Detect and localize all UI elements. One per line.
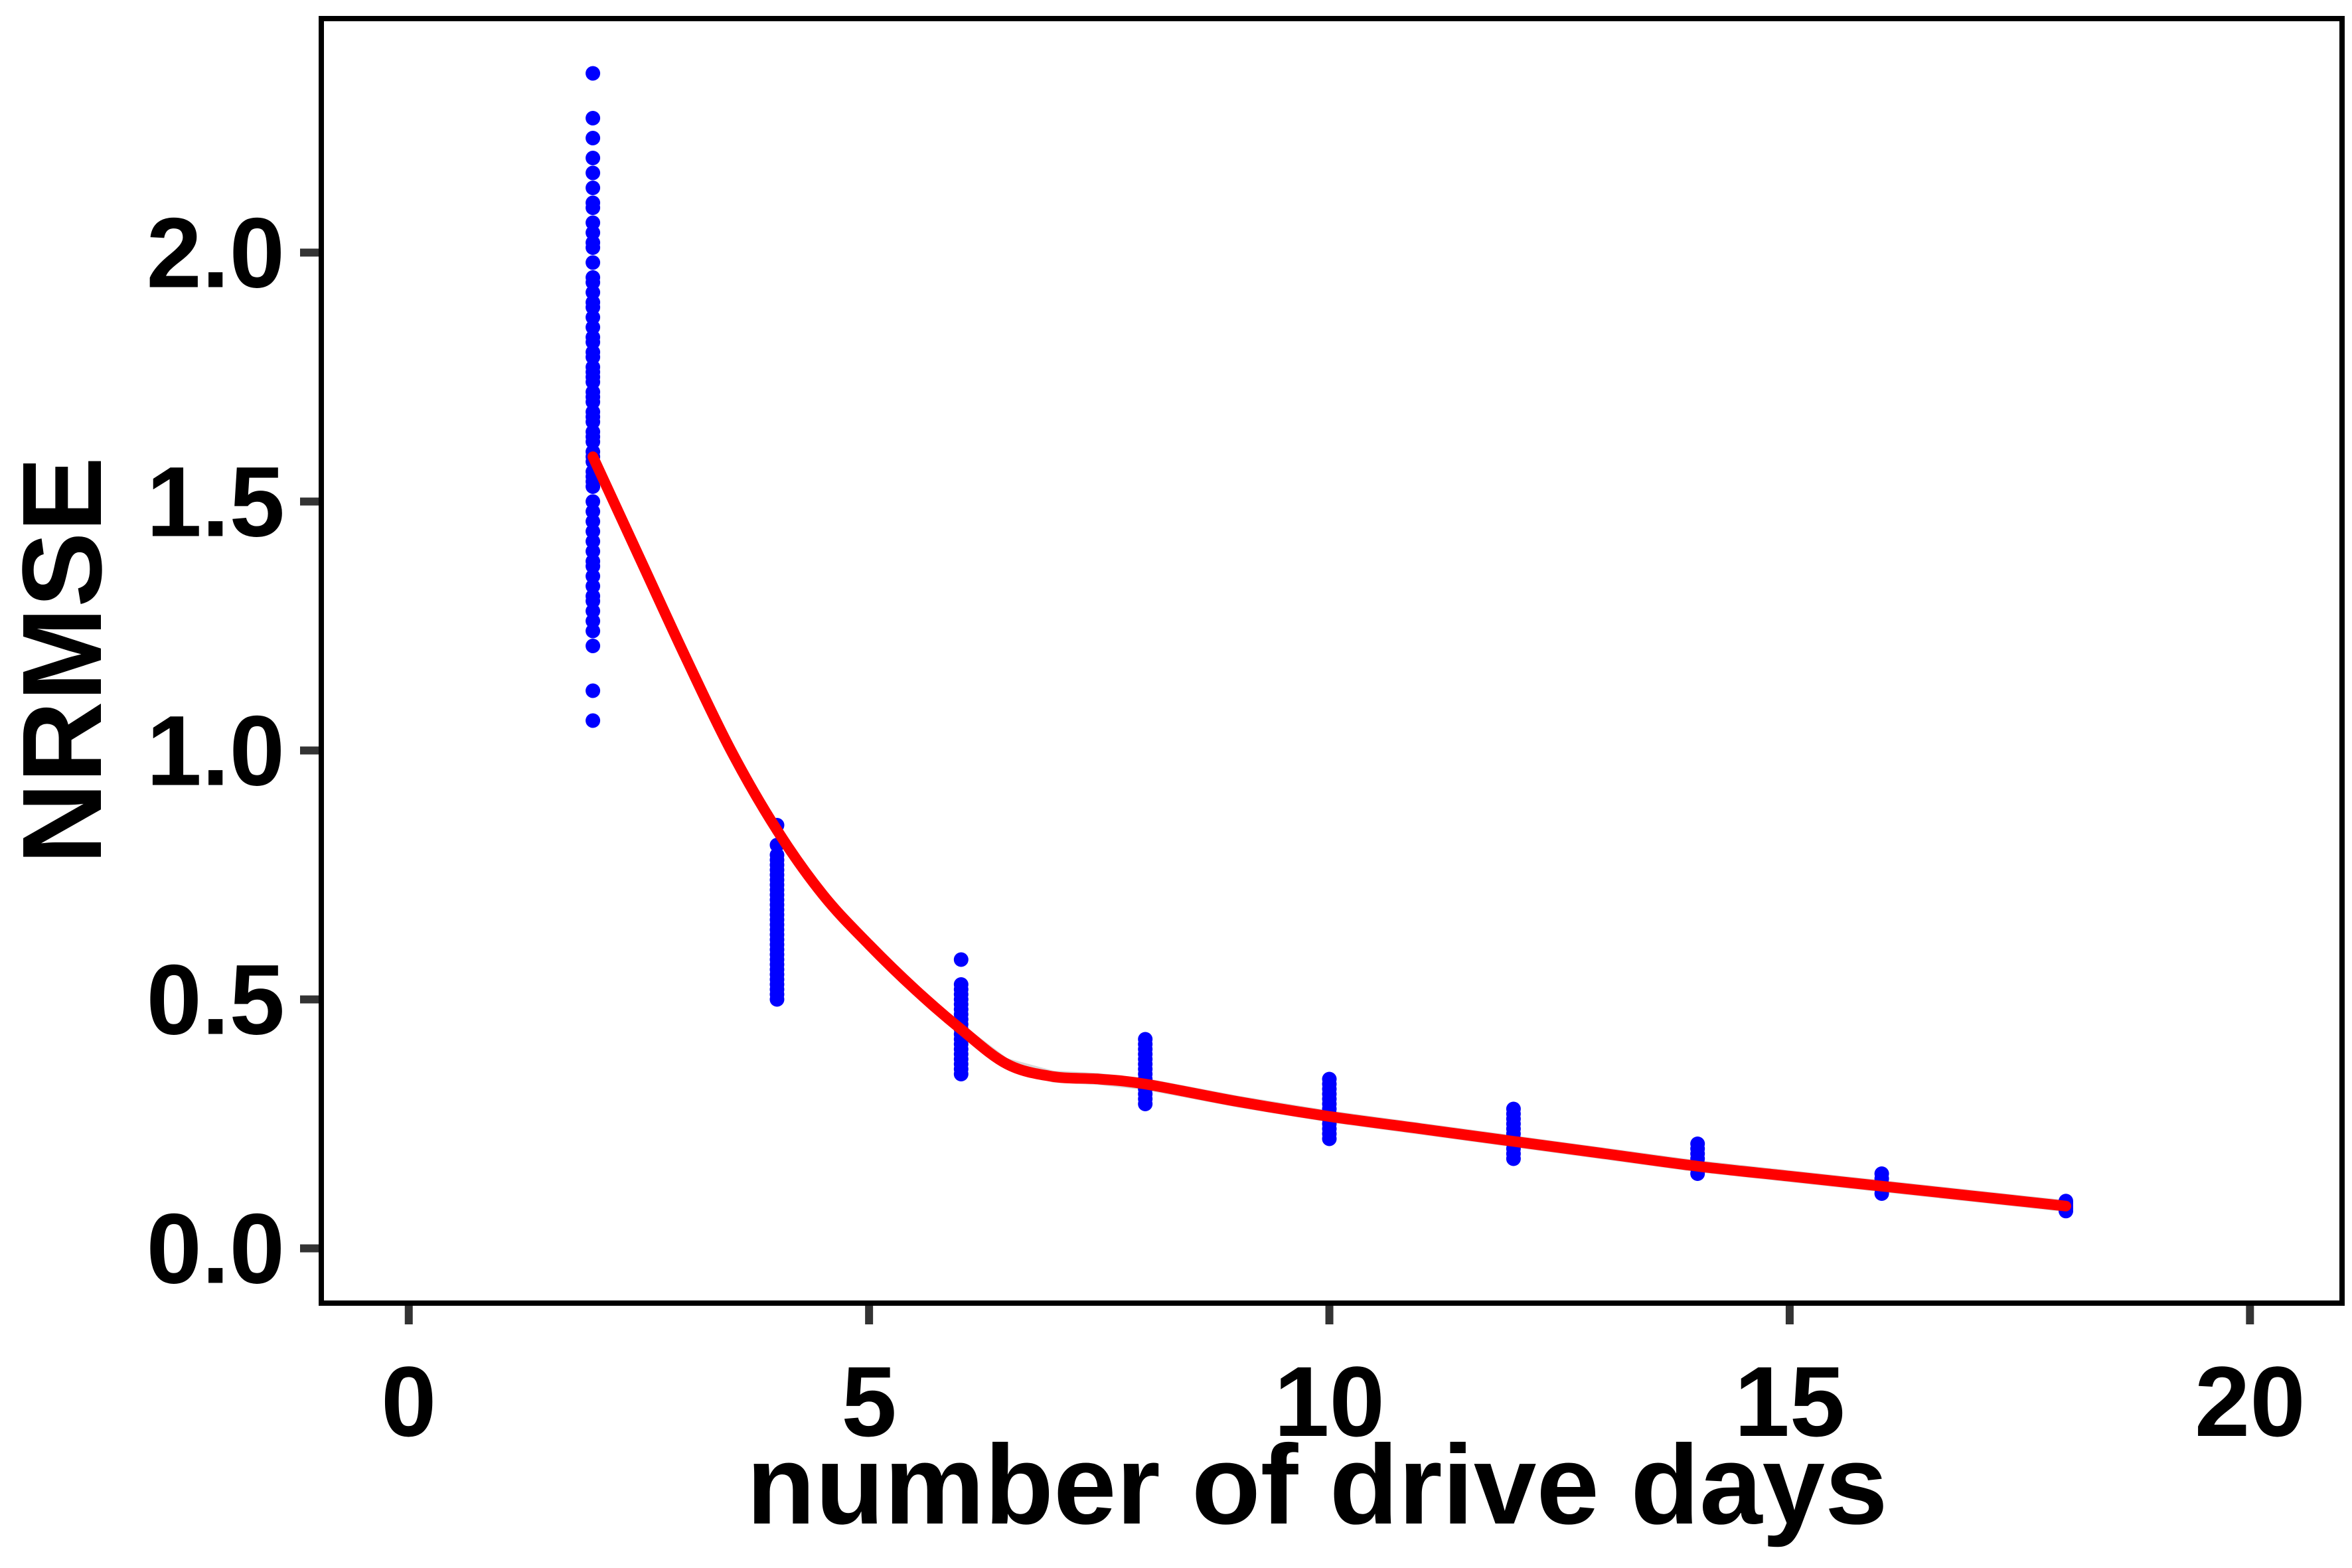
x-tick-label: 15 xyxy=(1734,1346,1845,1457)
x-tick-label: 20 xyxy=(2195,1346,2306,1457)
x-tick-label: 10 xyxy=(1274,1346,1385,1457)
data-point xyxy=(586,623,601,639)
data-point xyxy=(586,111,601,125)
x-tick-label: 0 xyxy=(381,1346,436,1457)
data-point xyxy=(586,479,601,494)
data-point xyxy=(586,713,601,728)
data-point xyxy=(1138,1097,1153,1111)
x-axis-title: number of drive days xyxy=(746,1422,1887,1548)
data-point xyxy=(1506,1151,1521,1166)
y-tick-label: 2.0 xyxy=(146,197,285,309)
y-axis-title: NRMSE xyxy=(0,457,125,864)
smooth-line-group xyxy=(588,451,2071,1212)
y-tick-label: 1.0 xyxy=(146,695,285,807)
data-point xyxy=(586,131,601,145)
data-point xyxy=(769,992,785,1007)
data-point xyxy=(1322,1131,1337,1146)
y-axis: 0.0 0.5 1.0 1.5 2.0 xyxy=(146,197,319,1304)
x-tick-label: 5 xyxy=(841,1346,896,1457)
data-point xyxy=(586,66,601,81)
data-point xyxy=(953,952,969,967)
plot-frame xyxy=(319,16,2345,1306)
data-point xyxy=(586,639,601,653)
data-point xyxy=(586,151,601,165)
data-point xyxy=(953,1067,969,1081)
x-axis: 0 5 10 15 20 xyxy=(381,1306,2306,1457)
data-point xyxy=(586,240,601,255)
data-point xyxy=(586,683,601,698)
y-tick-label: 0.5 xyxy=(146,944,285,1056)
data-point xyxy=(586,255,601,270)
data-point xyxy=(586,181,601,195)
data-point xyxy=(586,200,601,215)
y-tick-label: 1.5 xyxy=(146,446,285,558)
y-tick-label: 0.0 xyxy=(146,1193,285,1304)
smooth-line xyxy=(588,451,2071,1212)
data-point xyxy=(586,165,601,181)
